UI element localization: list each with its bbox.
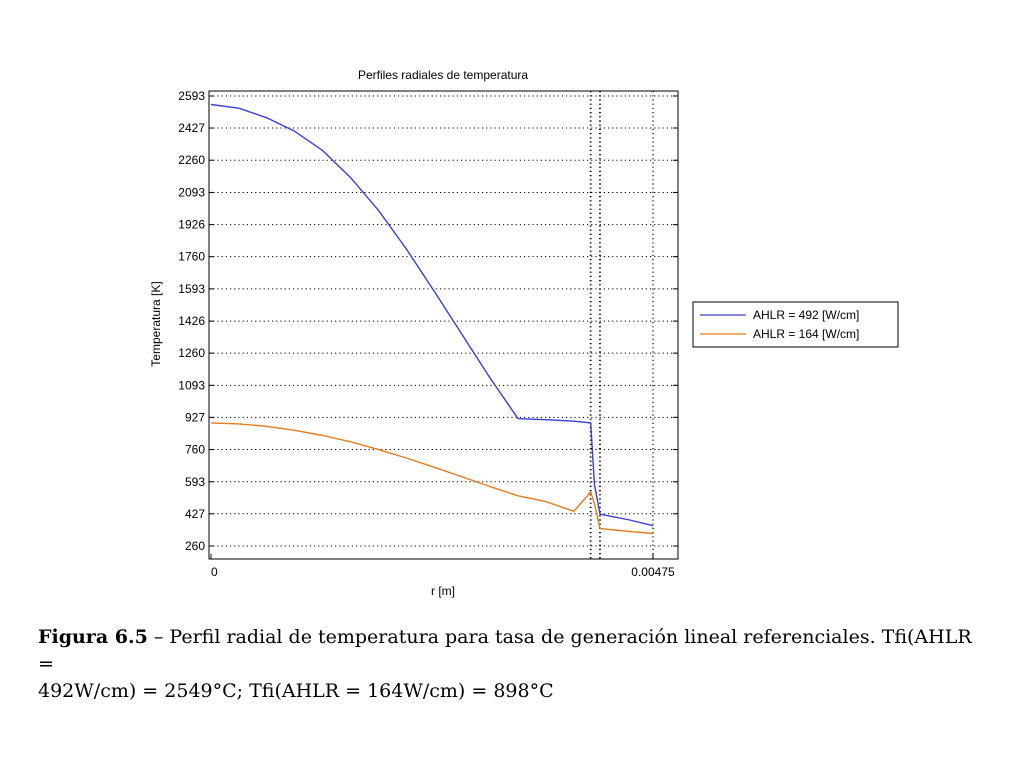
y-tick-label-6: 1260 [178, 346, 205, 360]
figure-caption: Figura 6.5 – Perfil radial de temperatur… [38, 624, 988, 705]
legend-entry-0: AHLR = 492 [W/cm] [753, 308, 859, 322]
y-tick-label-7: 1426 [178, 314, 205, 328]
y-tick-label-0: 260 [185, 539, 205, 553]
y-tick-label-4: 927 [185, 410, 205, 424]
y-tick-label-1: 427 [185, 507, 205, 521]
caption-line-1: – Perfil radial de temperatura para tasa… [38, 626, 972, 675]
x-tick-label-0: 0 [211, 565, 218, 579]
y-axis-label: Temperatura [K] [149, 281, 163, 366]
y-tick-label-2: 593 [185, 475, 205, 489]
figure-label: Figura 6.5 [38, 626, 148, 648]
y-tick-label-9: 1760 [178, 250, 205, 264]
grid-lines [209, 95, 678, 547]
series-line-1 [210, 422, 654, 535]
x-tick-label-1: 0.00475 [631, 565, 675, 579]
y-tick-label-8: 1593 [178, 282, 205, 296]
y-axis-ticks: 260 427 593 760 927 1093 1260 1426 1593 1760 1926 2… [178, 89, 678, 553]
series-lines [210, 103, 654, 535]
y-tick-label-12: 2260 [178, 153, 205, 167]
y-tick-label-3: 760 [185, 443, 205, 457]
caption-line-2: 492W/cm) = 2549°C; Tfi(AHLR = 164W/cm) =… [38, 680, 554, 702]
legend-box [692, 301, 899, 348]
vertical-reference-lines [589, 91, 654, 559]
y-tick-label-14: 2593 [178, 89, 205, 103]
y-tick-label-11: 2093 [178, 185, 205, 199]
y-tick-label-5: 1093 [178, 378, 205, 392]
chart-title: Perfiles radiales de temperatura [358, 68, 528, 82]
y-tick-label-13: 2427 [178, 121, 205, 135]
legend: AHLR = 492 [W/cm] AHLR = 164 [W/cm] [692, 301, 899, 348]
temperature-profile-chart: Perfiles radiales de temperatura 260 427 5… [149, 68, 899, 598]
legend-entry-1: AHLR = 164 [W/cm] [753, 327, 859, 341]
y-tick-label-10: 1926 [178, 218, 205, 232]
series-line-0 [210, 103, 654, 527]
x-axis-ticks: 0 0.00475 [210, 554, 675, 579]
x-axis-label: r [m] [431, 584, 455, 598]
plot-area [208, 90, 679, 560]
